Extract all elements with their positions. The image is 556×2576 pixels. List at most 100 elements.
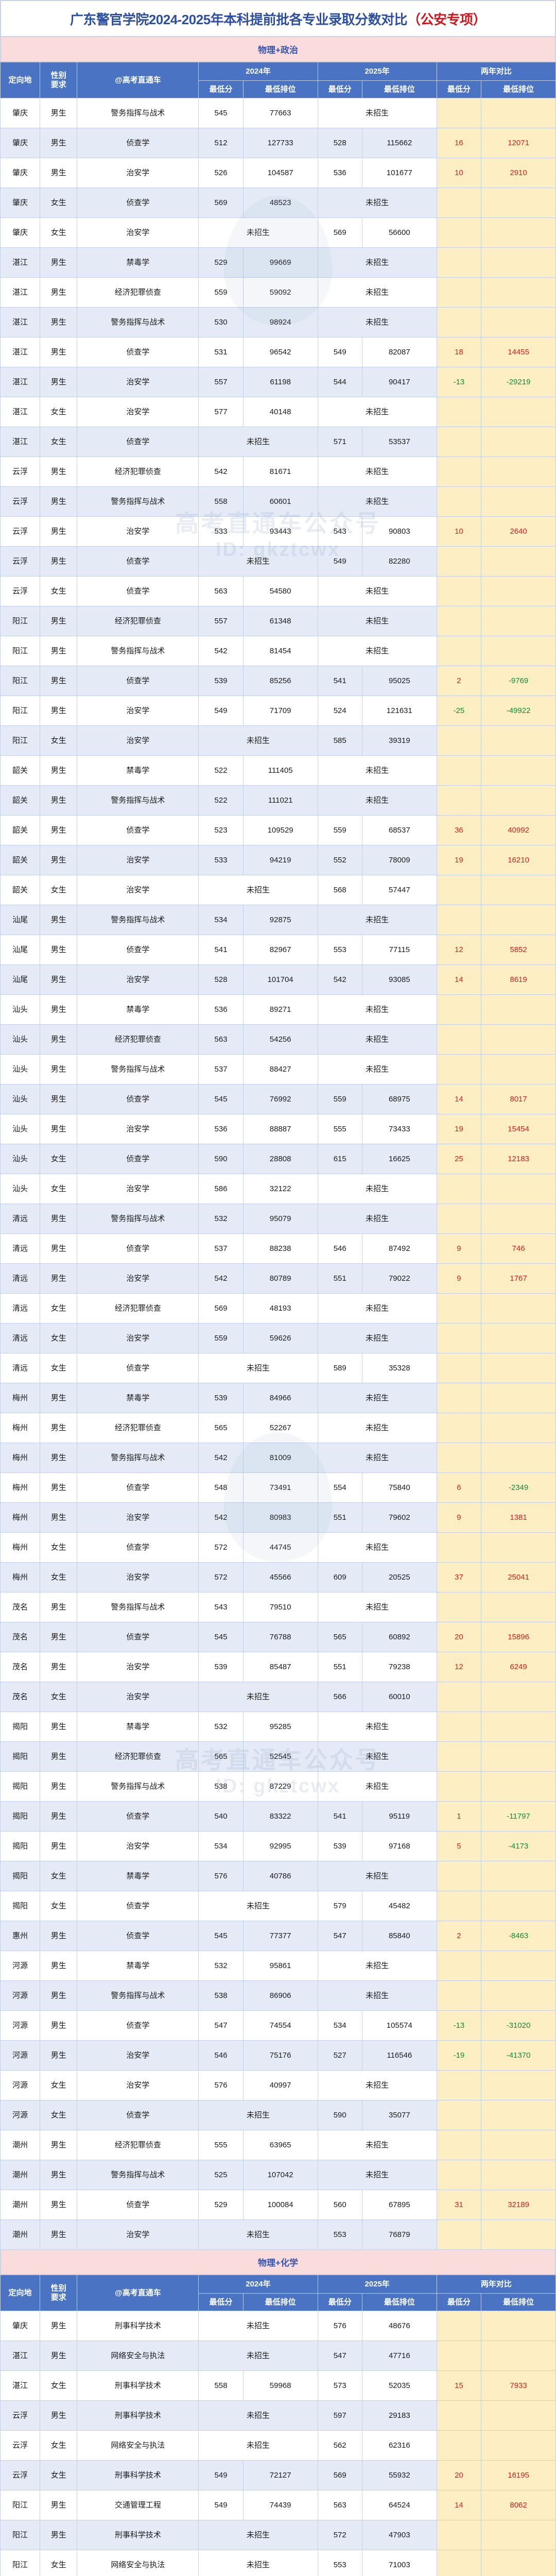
cell-2025-none: 未招生 bbox=[317, 247, 437, 278]
cell-value: 569 bbox=[198, 1293, 244, 1324]
cell-value: 549 bbox=[198, 2460, 244, 2490]
cell-value: 101704 bbox=[242, 964, 318, 995]
cell-value: 44745 bbox=[242, 1532, 318, 1563]
cell-major: 侦查学 bbox=[77, 576, 199, 606]
cell-compare: 7933 bbox=[481, 2370, 556, 2401]
cell-value: 549 bbox=[317, 337, 362, 367]
cell-major: 侦查学 bbox=[77, 1233, 199, 1264]
cell-gender: 男生 bbox=[40, 2190, 78, 2220]
cell-value: 545 bbox=[198, 1084, 244, 1114]
cell-compare bbox=[436, 1383, 482, 1413]
cell-compare bbox=[436, 576, 482, 606]
cell-major: 刑事科学技术 bbox=[77, 2460, 199, 2490]
cell-compare bbox=[481, 1861, 556, 1891]
cell-region: 湛江 bbox=[0, 2341, 41, 2371]
cell-2024-none: 未招生 bbox=[198, 1682, 318, 1712]
table-row: 云浮 女生 网络安全与执法 未招生 562 62316 bbox=[0, 2430, 556, 2461]
cell-compare bbox=[481, 98, 556, 128]
cell-compare bbox=[481, 2400, 556, 2431]
cell-2025-none: 未招生 bbox=[317, 307, 437, 337]
cell-compare bbox=[436, 2219, 482, 2250]
cell-compare: 2 bbox=[436, 666, 482, 696]
score-table-1: 定向地 性别 要求 @高考直通车 2024年 2025年 两年对比 最低分 最低排位 最低分 最低排… bbox=[0, 62, 556, 2250]
cell-gender: 男生 bbox=[40, 2520, 78, 2550]
cell-compare bbox=[481, 188, 556, 218]
cell-major: 治安学 bbox=[77, 397, 199, 427]
cell-compare: -41370 bbox=[481, 2040, 556, 2071]
cell-value: 539 bbox=[198, 1383, 244, 1413]
cell-major: 侦查学 bbox=[77, 1144, 199, 1174]
cell-region: 清远 bbox=[0, 1233, 41, 1264]
cell-gender: 女生 bbox=[40, 2430, 78, 2461]
cell-region: 韶关 bbox=[0, 845, 41, 875]
table-row: 揭阳 男生 治安学 534 92995 539 97168 5 -4173 bbox=[0, 1831, 556, 1861]
col-header-gender: 性别 要求 bbox=[40, 62, 78, 98]
cell-region: 河源 bbox=[0, 2100, 41, 2130]
cell-compare bbox=[481, 397, 556, 427]
cell-compare bbox=[481, 994, 556, 1025]
cell-gender: 男生 bbox=[40, 606, 78, 636]
sections-container: 物理+政治 定向地 性别 要求 @高考直通车 2024年 2025年 两年对比 最低分 最低排位最… bbox=[0, 37, 556, 2576]
cell-major: 治安学 bbox=[77, 158, 199, 188]
cell-major: 警务指挥与战术 bbox=[77, 2160, 199, 2190]
cell-compare: -13 bbox=[436, 367, 482, 397]
cell-major: 网络安全与执法 bbox=[77, 2550, 199, 2576]
cell-compare: 746 bbox=[481, 1233, 556, 1264]
cell-value: 549 bbox=[198, 696, 244, 726]
cell-region: 梅州 bbox=[0, 1383, 41, 1413]
cell-value: 93443 bbox=[242, 516, 318, 547]
cell-value: 47903 bbox=[361, 2520, 437, 2550]
cell-major: 交通管理工程 bbox=[77, 2490, 199, 2520]
table-row: 湛江 男生 警务指挥与战术 530 98924 未招生 bbox=[0, 307, 556, 337]
cell-compare bbox=[481, 2160, 556, 2190]
cell-compare bbox=[481, 1592, 556, 1622]
cell-value: 77377 bbox=[242, 1921, 318, 1951]
table-row: 肇庆 男生 侦查学 512 127733 528 115662 16 12071 bbox=[0, 128, 556, 158]
cell-compare bbox=[436, 905, 482, 935]
cell-major: 治安学 bbox=[77, 725, 199, 756]
cell-2025-none: 未招生 bbox=[317, 1024, 437, 1055]
cell-value: 80983 bbox=[242, 1502, 318, 1533]
cell-compare bbox=[436, 98, 482, 128]
cell-2025-none: 未招生 bbox=[317, 456, 437, 487]
cell-major: 侦查学 bbox=[77, 935, 199, 965]
cell-value: 547 bbox=[317, 1921, 362, 1951]
cell-value: 576 bbox=[198, 1861, 244, 1891]
cell-region: 惠州 bbox=[0, 1921, 41, 1951]
cell-compare: 19 bbox=[436, 1114, 482, 1144]
cell-gender: 男生 bbox=[40, 367, 78, 397]
cell-value: 586 bbox=[198, 1174, 244, 1204]
cell-major: 侦查学 bbox=[77, 666, 199, 696]
cell-compare bbox=[436, 1891, 482, 1921]
cell-gender: 男生 bbox=[40, 815, 78, 845]
cell-compare bbox=[481, 2219, 556, 2250]
cell-2025-none: 未招生 bbox=[317, 636, 437, 666]
cell-compare bbox=[436, 1413, 482, 1443]
cell-major: 侦查学 bbox=[77, 1084, 199, 1114]
cell-major: 治安学 bbox=[77, 1263, 199, 1294]
cell-value: 61198 bbox=[242, 367, 318, 397]
cell-gender: 女生 bbox=[40, 576, 78, 606]
table-row: 梅州 女生 治安学 572 45566 609 20525 37 25041 bbox=[0, 1562, 556, 1592]
cell-compare bbox=[436, 1592, 482, 1622]
cell-value: 95119 bbox=[361, 1801, 437, 1832]
cell-value: 551 bbox=[317, 1263, 362, 1294]
cell-value: 539 bbox=[198, 1652, 244, 1682]
cell-compare bbox=[436, 397, 482, 427]
cell-major: 治安学 bbox=[77, 1114, 199, 1144]
cell-value: 559 bbox=[198, 277, 244, 308]
cell-region: 汕尾 bbox=[0, 935, 41, 965]
cell-value: 55932 bbox=[361, 2460, 437, 2490]
table-row: 汕头 女生 侦查学 590 28808 615 16625 25 12183 bbox=[0, 1144, 556, 1174]
cell-compare: 2 bbox=[436, 1921, 482, 1951]
cell-gender: 女生 bbox=[40, 2370, 78, 2401]
cell-value: 92875 bbox=[242, 905, 318, 935]
cell-region: 汕头 bbox=[0, 1144, 41, 1174]
cell-value: 54580 bbox=[242, 576, 318, 606]
cell-value: 572 bbox=[198, 1562, 244, 1592]
cell-major: 治安学 bbox=[77, 1502, 199, 1533]
cell-major: 警务指挥与战术 bbox=[77, 486, 199, 517]
cell-region: 阳江 bbox=[0, 2550, 41, 2576]
table-row: 揭阳 女生 禁毒学 576 40786 未招生 bbox=[0, 1861, 556, 1891]
